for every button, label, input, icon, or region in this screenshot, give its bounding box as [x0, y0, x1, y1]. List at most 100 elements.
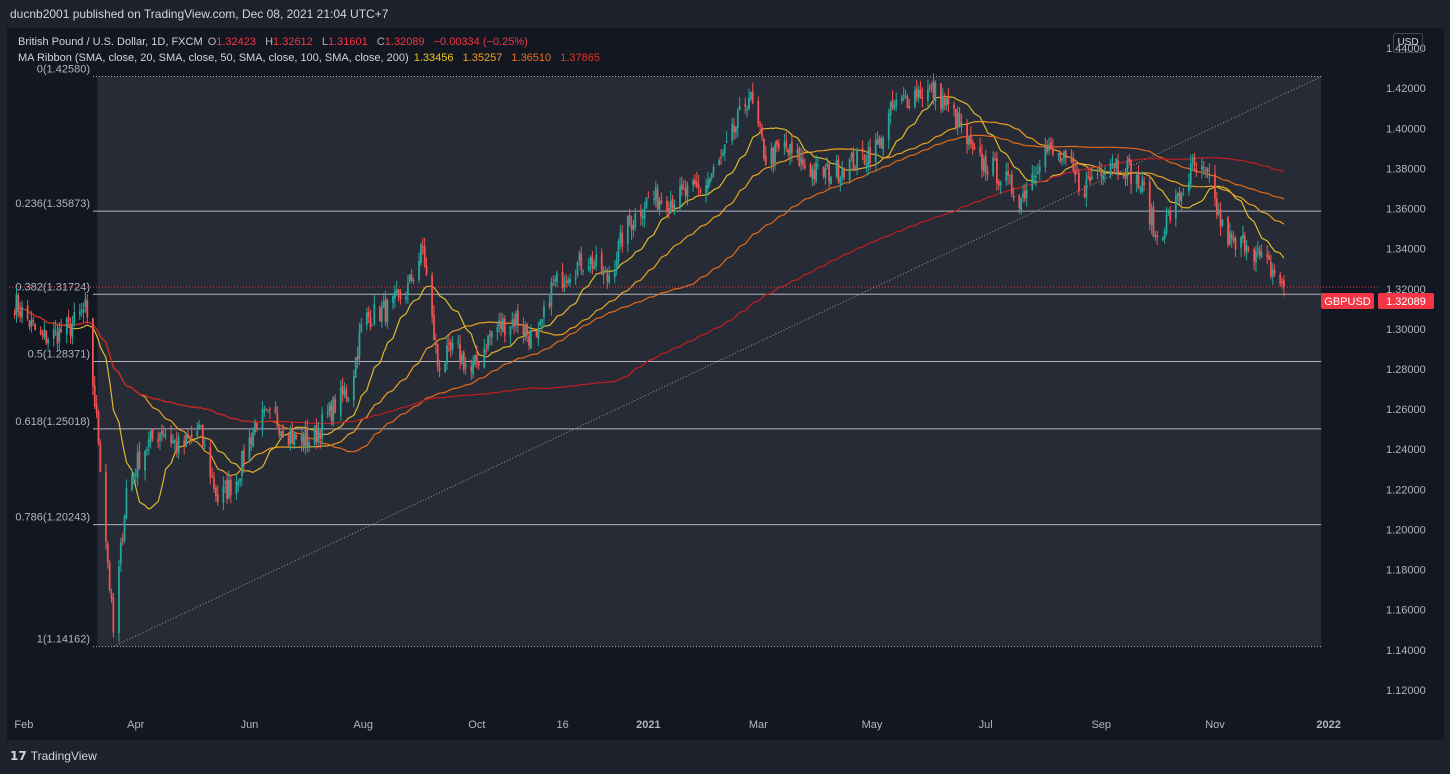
price-tick-label: 1.40000	[1386, 123, 1426, 135]
candle-body	[776, 140, 778, 146]
candle-body	[712, 166, 715, 174]
candle-body	[580, 253, 583, 271]
candle-body	[736, 110, 739, 129]
fib-label: 0(1.42580)	[37, 64, 90, 76]
candle-body	[1113, 163, 1116, 169]
candle-body	[330, 404, 333, 421]
currency-button[interactable]: USD	[1393, 33, 1423, 53]
price-tick-label: 1.34000	[1386, 244, 1426, 256]
candle-body	[239, 478, 242, 482]
candle-body	[522, 324, 525, 335]
candle-body	[904, 97, 907, 99]
candle-body	[420, 244, 422, 264]
candle-body	[43, 329, 46, 338]
candle-body	[213, 477, 215, 489]
candle-body	[263, 409, 266, 412]
candle-body	[352, 376, 355, 401]
candle-body	[1279, 274, 1282, 284]
candle-body	[824, 168, 827, 178]
candle-body	[891, 100, 894, 108]
candle-body	[999, 182, 1002, 186]
candle-body	[306, 428, 309, 446]
candle-body	[930, 84, 933, 87]
candle-body	[412, 280, 415, 282]
tradingview-logo[interactable]: 𝟭𝟳 TradingView	[10, 749, 97, 763]
candle-body	[705, 185, 708, 194]
candle-body	[1128, 157, 1131, 163]
candle-body	[841, 170, 844, 178]
candle-body	[543, 305, 545, 318]
candle-body	[112, 598, 115, 633]
candle-body	[576, 262, 579, 276]
candle-body	[347, 397, 350, 402]
candle-body	[968, 137, 970, 145]
candle-body	[511, 319, 514, 324]
fibonacci-retracement[interactable]: 0(1.42580) 0.236(1.35873) 0.382(1.31724) 0.…	[15, 64, 1322, 648]
candle-body	[837, 159, 840, 182]
candle-body	[1010, 174, 1013, 194]
candle-body	[190, 434, 193, 437]
candle-body	[106, 543, 109, 563]
candle-body	[392, 296, 394, 303]
time-axis[interactable]: Feb Apr Jun Aug Oct 16 2021 Mar May Jul Sep Nov 2022	[14, 719, 1340, 731]
candle-body	[17, 295, 20, 312]
candle-body	[224, 482, 227, 484]
candle-body	[1111, 164, 1114, 166]
candle-body	[289, 432, 292, 444]
candle-body	[1025, 190, 1028, 198]
candle-body	[516, 310, 519, 327]
candle-body	[561, 271, 564, 288]
candle-body	[839, 177, 842, 184]
candle-body	[99, 443, 102, 472]
candle-body	[1281, 281, 1283, 284]
candle-body	[865, 163, 868, 165]
candle-body	[34, 324, 36, 330]
candle-body	[321, 414, 324, 439]
trendline[interactable]	[113, 76, 1322, 648]
candle-body	[308, 442, 310, 448]
candle-body	[591, 257, 594, 269]
candle-body	[658, 200, 661, 210]
price-axis[interactable]: 1.440001.420001.400001.380001.360001.340…	[1386, 43, 1426, 697]
open-label: O	[207, 36, 217, 48]
candle-body	[992, 157, 995, 176]
candle-body	[300, 434, 303, 442]
candle-body	[200, 425, 202, 427]
candle-body	[32, 320, 35, 323]
candle-body	[1009, 175, 1011, 177]
candle-body	[1022, 192, 1024, 198]
time-tick-label: Sep	[1091, 719, 1111, 731]
candle-body	[60, 329, 63, 333]
candle-body	[172, 440, 174, 443]
time-tick-label: May	[862, 719, 883, 731]
candle-body	[248, 437, 251, 462]
candle-body	[550, 282, 553, 306]
candle-body	[132, 473, 135, 478]
candle-body	[1242, 234, 1244, 239]
candle-body	[125, 487, 128, 519]
price-tick-label: 1.22000	[1386, 484, 1426, 496]
candle-body	[183, 440, 186, 447]
candle-body	[783, 143, 786, 147]
candle-body	[1191, 159, 1194, 161]
candle-body	[509, 326, 512, 336]
footer-bar	[0, 740, 1450, 774]
chart-legend: British Pound / U.S. Dollar, 1D, FXCM O1…	[18, 34, 606, 66]
candle-body	[680, 184, 683, 190]
candle-body	[1091, 176, 1093, 180]
publisher-bar: ducnb2001 published on TradingView.com, …	[0, 0, 1450, 28]
candle-body	[1072, 158, 1075, 171]
candle-body	[1258, 249, 1261, 256]
candle-body	[423, 246, 426, 267]
candle-body	[526, 324, 529, 335]
candle-body	[162, 434, 165, 437]
candle-body	[953, 104, 955, 109]
candle-body	[954, 109, 957, 128]
candle-body	[759, 124, 762, 127]
candle-body	[293, 433, 296, 446]
candle-body	[187, 433, 189, 438]
candle-body	[828, 164, 831, 182]
candle-body	[669, 200, 672, 213]
candle-body	[118, 566, 120, 633]
